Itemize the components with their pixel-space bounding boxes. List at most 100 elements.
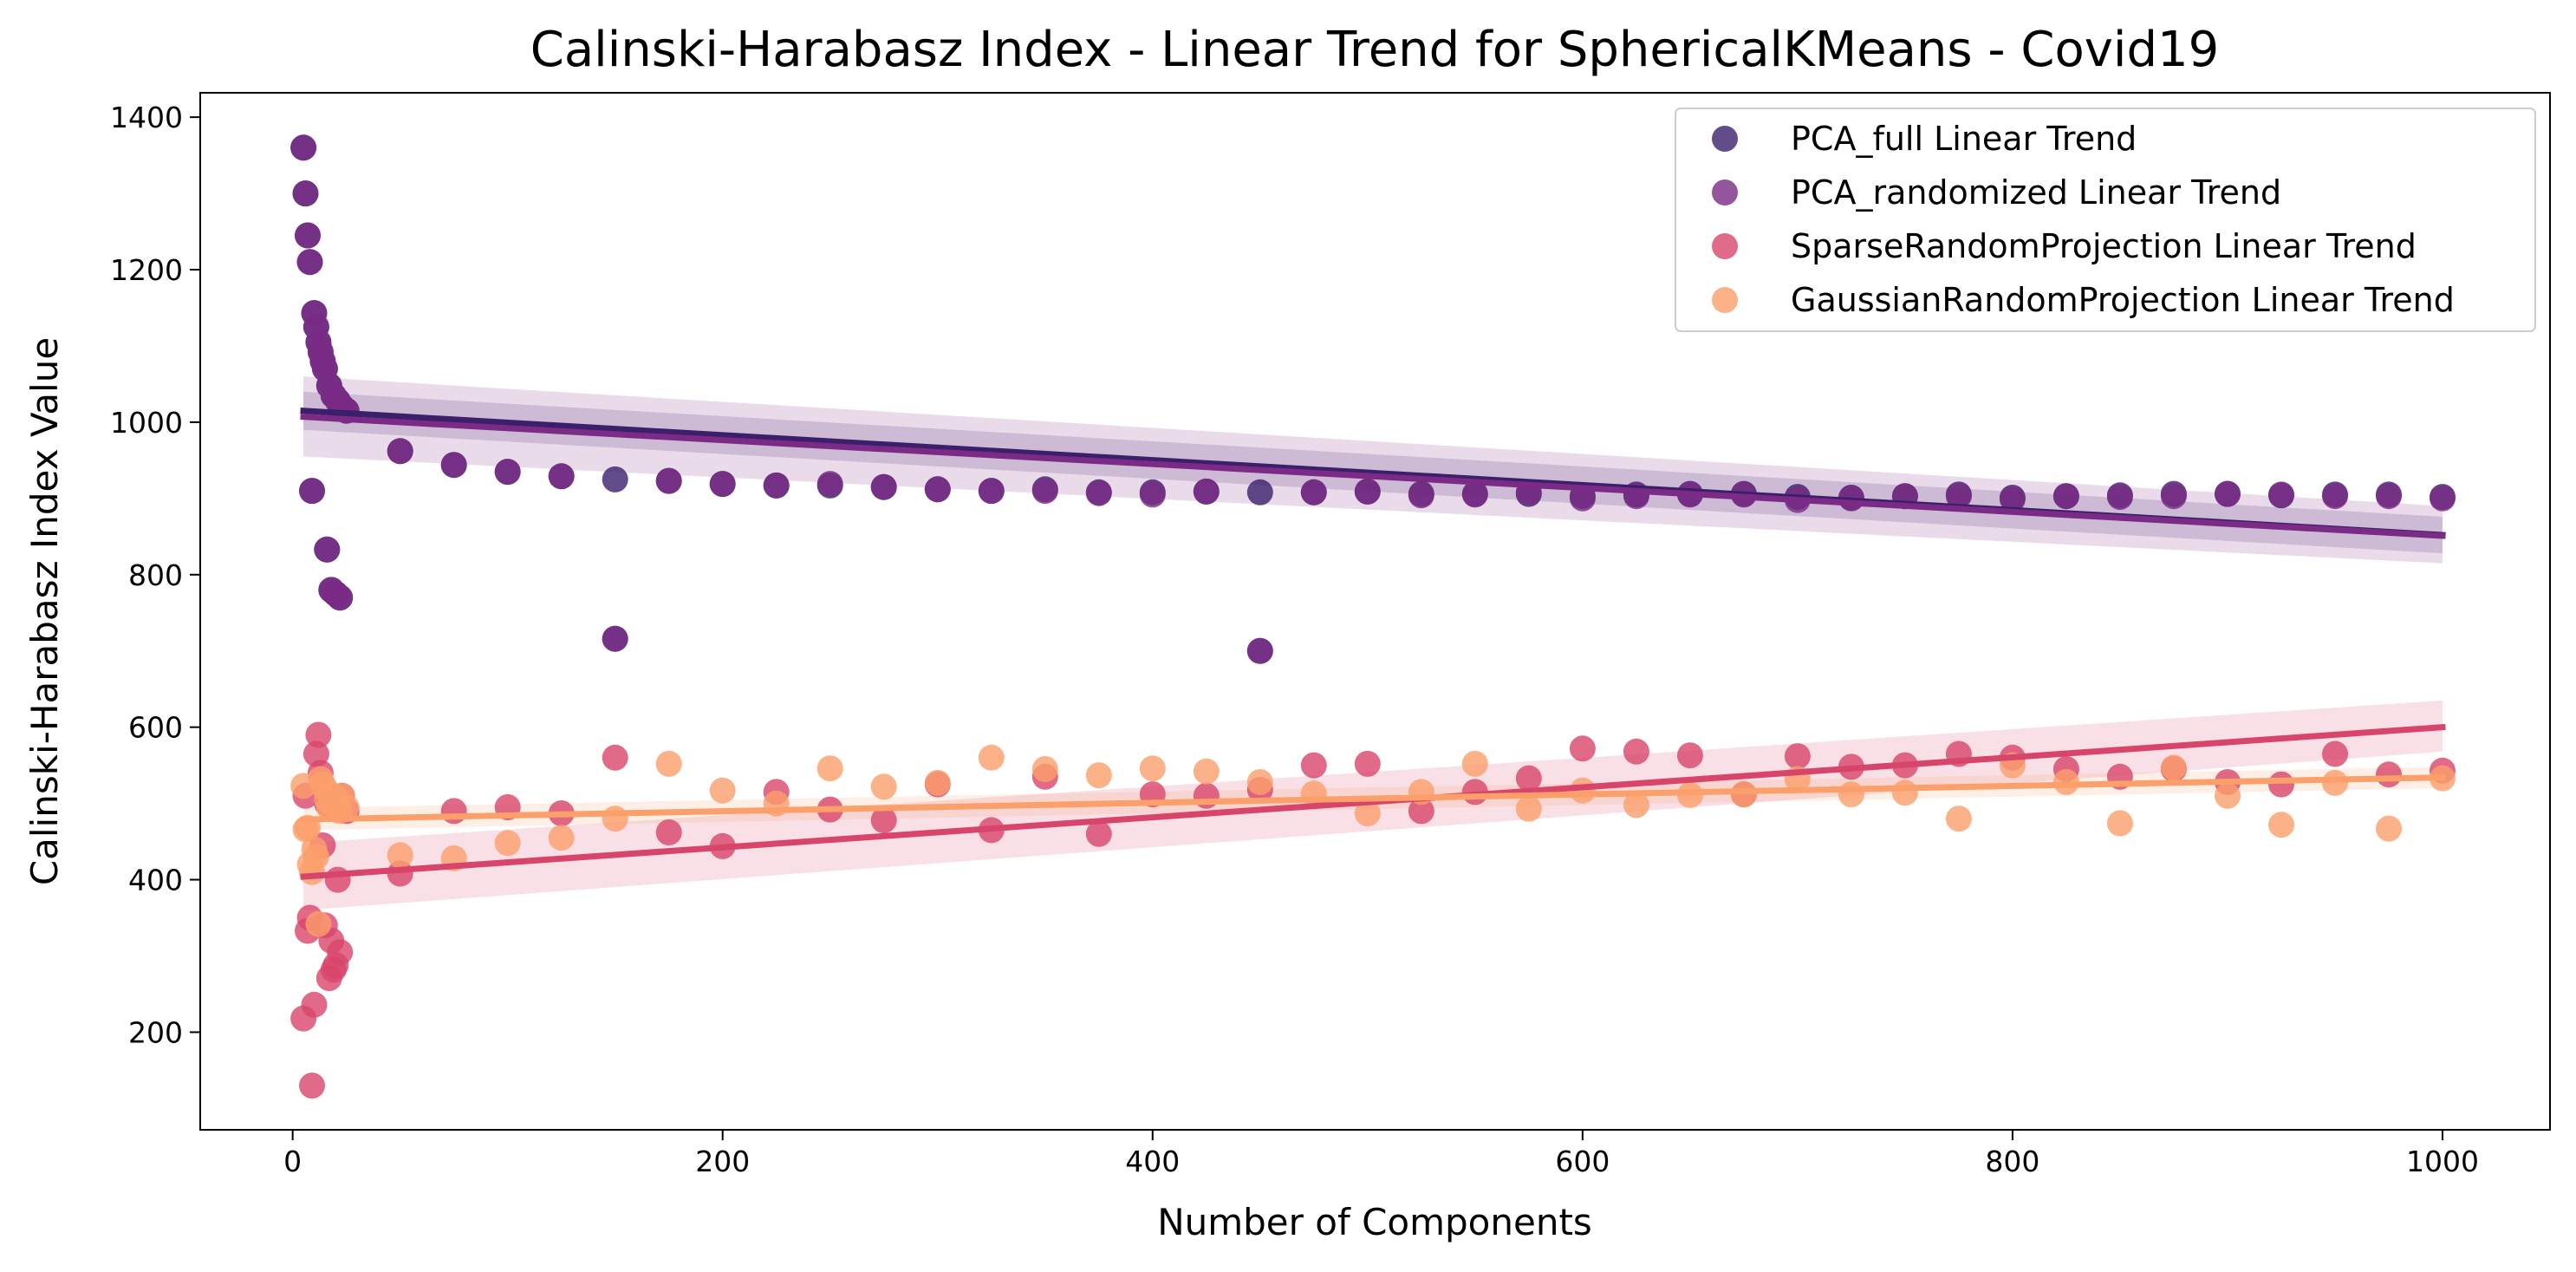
data-point: [1193, 758, 1220, 785]
legend-marker: [1712, 233, 1738, 259]
data-point: [655, 819, 682, 845]
data-point: [709, 777, 736, 804]
data-point: [305, 910, 332, 937]
legend-label: SparseRandomProjection Linear Trend: [1791, 227, 2417, 265]
data-point: [301, 991, 328, 1018]
y-tick-label: 1400: [110, 101, 183, 134]
data-point: [327, 939, 354, 966]
data-point: [333, 794, 360, 820]
data-point: [1139, 481, 1166, 508]
chart-title: Calinski-Harabasz Index - Linear Trend f…: [530, 22, 2220, 78]
data-point: [1461, 750, 1488, 777]
data-point: [1408, 482, 1434, 509]
data-point: [602, 625, 628, 652]
data-point: [1891, 780, 1918, 806]
data-point: [1945, 483, 1972, 510]
data-point: [602, 744, 628, 771]
data-point: [816, 471, 843, 498]
trend-lines: [300, 408, 2446, 880]
data-point: [299, 1073, 325, 1099]
data-point: [1945, 806, 1972, 832]
trend-line-3: [300, 774, 2446, 823]
data-point: [602, 466, 628, 492]
x-tick-label: 200: [695, 1145, 750, 1178]
data-point: [292, 180, 319, 207]
data-point: [314, 536, 341, 563]
data-point: [1408, 798, 1434, 825]
data-point: [1139, 755, 1166, 782]
plot-frame: [199, 92, 2551, 1131]
trend-line-2: [300, 723, 2446, 880]
data-point: [1999, 486, 2026, 512]
data-point: [2322, 769, 2348, 796]
data-point: [1623, 792, 1649, 819]
data-point: [1085, 762, 1112, 789]
data-point: [1838, 781, 1864, 808]
data-point: [548, 825, 575, 851]
data-point: [2268, 771, 2294, 798]
data-point: [924, 769, 951, 796]
data-point: [1031, 756, 1058, 782]
confidence-band-1: [303, 376, 2443, 564]
data-point: [2430, 485, 2456, 512]
data-point: [1515, 765, 1542, 792]
scatter-points: [290, 134, 2456, 1099]
data-point: [2322, 483, 2348, 510]
data-point: [2160, 754, 2187, 781]
y-tick-label: 1000: [110, 406, 183, 440]
x-axis-label: Number of Components: [1157, 1201, 1592, 1243]
data-point: [763, 472, 790, 499]
data-point: [2106, 484, 2133, 511]
y-axis-ticks: 200 400 600 800 1000 1200 1400: [110, 101, 200, 1049]
data-point: [2215, 480, 2241, 507]
data-point: [1354, 800, 1381, 826]
data-point: [1461, 481, 1488, 508]
legend-label: PCA_randomized Linear Trend: [1791, 173, 2281, 212]
data-point: [655, 750, 682, 777]
data-point: [548, 463, 575, 490]
data-point: [295, 222, 321, 249]
data-point: [387, 842, 413, 869]
trend-line-1: [300, 414, 2446, 539]
data-point: [296, 249, 323, 276]
data-point: [327, 584, 354, 611]
data-point: [2106, 810, 2133, 837]
data-point: [1569, 735, 1596, 762]
data-point: [1784, 743, 1811, 770]
data-point: [1193, 478, 1220, 505]
y-axis-label: Calinski-Harabasz Index Value: [23, 337, 66, 885]
data-point: [2376, 483, 2402, 510]
data-point: [387, 438, 413, 465]
data-point: [1676, 742, 1703, 769]
data-point: [924, 476, 951, 503]
data-point: [1085, 479, 1112, 506]
data-point: [2376, 815, 2402, 842]
data-point: [816, 755, 843, 782]
data-point: [494, 830, 521, 857]
data-point: [1246, 479, 1273, 506]
y-tick-label: 600: [128, 711, 183, 745]
y-tick-label: 400: [128, 864, 183, 897]
legend-label: PCA_full Linear Trend: [1791, 120, 2137, 158]
x-axis-ticks: 0 200 400 600 800 1000: [283, 1130, 2479, 1178]
data-point: [2215, 782, 2241, 809]
data-point: [1354, 478, 1381, 505]
data-point: [978, 744, 1005, 771]
y-tick-label: 1200: [110, 253, 183, 287]
data-point: [870, 773, 897, 800]
data-point: [2052, 483, 2079, 510]
x-tick-label: 600: [1555, 1145, 1610, 1178]
data-point: [290, 134, 317, 161]
data-point: [2268, 812, 2294, 838]
data-point: [1515, 795, 1542, 822]
data-point: [302, 844, 329, 871]
legend-frame: [1675, 108, 2536, 332]
data-point: [305, 721, 332, 748]
data-point: [1300, 752, 1327, 779]
legend: PCA_full Linear Trend PCA_randomized Line…: [1675, 108, 2536, 332]
x-tick-label: 0: [283, 1145, 302, 1178]
legend-marker: [1712, 126, 1738, 152]
data-point: [602, 806, 628, 832]
data-point: [2160, 483, 2187, 510]
